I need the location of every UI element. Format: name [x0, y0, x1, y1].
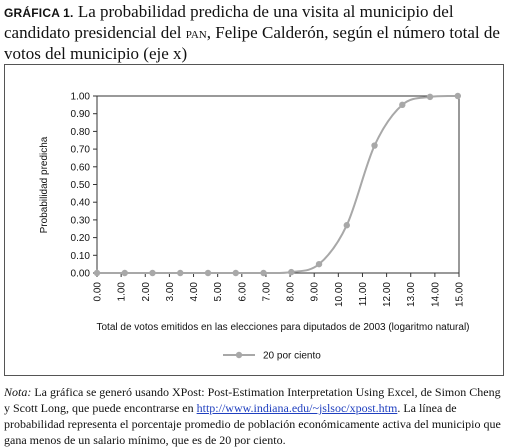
x-tick-label: 14.00	[430, 282, 441, 307]
y-tick-label: 1.00	[71, 92, 91, 103]
y-tick-label: 0.00	[71, 269, 91, 280]
x-tick-label: 7.00	[261, 282, 272, 302]
x-tick-label: 4.00	[189, 282, 200, 302]
data-point	[454, 92, 461, 100]
figure-caption: GRÁFICA 1. La probabilidad predicha de u…	[4, 2, 504, 63]
data-point	[93, 269, 101, 277]
y-tick-label: 0.50	[71, 180, 91, 191]
x-tick-label: 5.00	[213, 282, 224, 302]
x-tick-label: 9.00	[310, 282, 321, 302]
data-point	[288, 268, 295, 276]
chart-axes	[96, 95, 460, 274]
data-point	[399, 101, 406, 109]
data-point	[371, 142, 378, 149]
data-point	[204, 269, 212, 277]
note-label: Nota:	[4, 385, 32, 399]
series-line	[96, 94, 458, 275]
data-point	[149, 269, 156, 277]
x-tick-label: 6.00	[237, 282, 248, 302]
y-tick-label: 0.90	[71, 109, 91, 120]
figure-note: Nota: La gráfica se generó usando XPost:…	[4, 384, 508, 448]
data-point	[315, 260, 323, 268]
x-tick-label: 15.00	[455, 282, 466, 307]
y-tick-label: 0.40	[71, 198, 91, 209]
legend-label: 20 por ciento	[263, 351, 321, 362]
x-axis-label: Total de votos emitidos en las eleccione…	[97, 322, 470, 333]
x-tick-label: 1.00	[117, 282, 128, 302]
x-tick-label: 12.00	[382, 282, 393, 307]
x-tick-label: 11.00	[358, 282, 369, 307]
x-tick-labels: 0.00 1.00 2.00 3.00 4.00 5.00 6.00 7.00 8.00 9.00…	[93, 273, 466, 307]
y-tick-label: 0.60	[71, 162, 91, 173]
y-tick-labels: 0.00 0.10 0.20 0.30 0.40 0.50 0.60 0.70 0.80 0.90…	[71, 92, 97, 280]
x-tick-label: 2.00	[141, 282, 152, 302]
probability-chart: 0.00 1.00 2.00 3.00 4.00 5.00 6.00 7.00 8.00 9.00…	[39, 92, 470, 362]
x-tick-label: 13.00	[406, 282, 417, 307]
chart-legend: 20 por ciento	[223, 351, 321, 362]
x-tick-label: 0.00	[93, 282, 104, 302]
legend-marker	[235, 351, 243, 359]
plot-area-border	[96, 95, 460, 274]
note-link[interactable]: http://www.indiana.edu/~jslsoc/xpost.htm	[196, 401, 398, 415]
data-point	[343, 222, 350, 229]
y-tick-label: 0.70	[71, 145, 91, 156]
caption-text-1: La probabilidad predicha de una visita a…	[4, 2, 454, 42]
x-tick-label: 10.00	[334, 282, 345, 307]
data-point	[260, 269, 267, 277]
y-axis-label: Probabilidad predicha	[39, 136, 50, 233]
note-text-1: La gráfica se generó usando XPost: Post-…	[4, 385, 501, 415]
note-text-2: . La línea de probabilidad representa el…	[4, 401, 501, 447]
y-tick-label: 0.80	[71, 127, 91, 138]
data-point	[121, 269, 128, 277]
y-tick-label: 0.20	[71, 233, 91, 244]
chart-frame: 0.00 1.00 2.00 3.00 4.00 5.00 6.00 7.00 8.00 9.00…	[4, 64, 504, 376]
data-point	[177, 269, 184, 277]
data-point	[426, 93, 434, 101]
figure-label: GRÁFICA 1.	[4, 6, 74, 20]
chart-series	[93, 92, 461, 277]
y-tick-label: 0.30	[71, 215, 91, 226]
x-tick-label: 8.00	[286, 282, 297, 302]
y-tick-label: 0.10	[71, 251, 91, 262]
caption-party: PAN	[185, 26, 207, 42]
x-tick-label: 3.00	[165, 282, 176, 302]
data-point	[232, 269, 239, 277]
caption-text-2: , Felipe Calderón, según el número total…	[4, 23, 500, 63]
